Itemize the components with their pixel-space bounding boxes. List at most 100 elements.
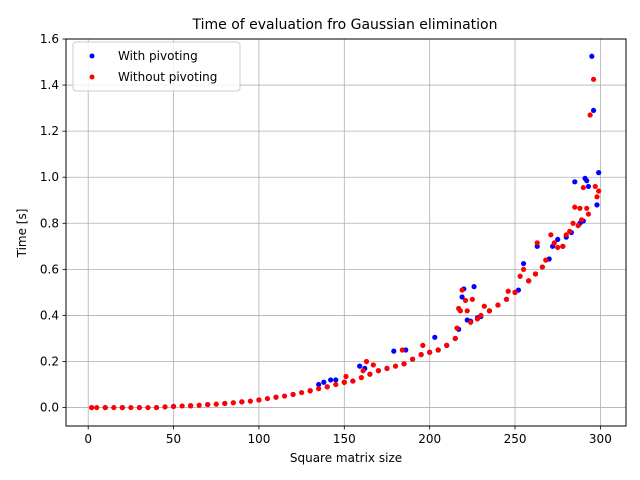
data-point xyxy=(572,204,578,210)
y-tick-label: 1.0 xyxy=(40,170,59,184)
data-point xyxy=(474,316,481,322)
data-point xyxy=(532,271,539,277)
y-tick-label: 1.6 xyxy=(40,32,59,46)
data-point xyxy=(551,240,557,246)
data-point xyxy=(590,76,597,82)
data-point xyxy=(575,222,581,229)
data-point xyxy=(563,232,569,238)
data-point xyxy=(247,398,253,404)
data-point xyxy=(281,393,288,399)
data-point xyxy=(324,384,330,390)
data-point xyxy=(343,373,349,380)
data-point xyxy=(457,308,463,314)
data-point xyxy=(418,351,424,358)
x-tick-label: 50 xyxy=(166,432,181,446)
data-point xyxy=(596,170,602,176)
data-point xyxy=(584,205,590,211)
data-point xyxy=(585,183,592,190)
data-point xyxy=(321,379,327,385)
data-point xyxy=(526,278,532,284)
y-tick-label: 0.8 xyxy=(40,216,59,230)
y-axis-title: Time [s] xyxy=(15,209,29,259)
data-point xyxy=(512,289,518,295)
y-tick-label: 0.0 xyxy=(40,401,59,415)
data-point xyxy=(486,308,493,314)
y-tick-label: 0.6 xyxy=(40,262,59,276)
data-point xyxy=(222,400,228,407)
plot-frame xyxy=(65,38,627,427)
data-point xyxy=(577,205,583,211)
data-point xyxy=(520,260,527,267)
x-tick-label: 300 xyxy=(589,432,612,446)
data-point xyxy=(548,232,554,238)
data-point xyxy=(570,220,576,226)
data-point xyxy=(392,363,399,369)
x-axis-title: Square matrix size xyxy=(290,451,402,465)
data-point xyxy=(503,296,510,302)
data-point xyxy=(584,178,590,184)
data-point xyxy=(580,184,586,191)
data-points xyxy=(89,53,602,411)
data-point xyxy=(454,325,460,331)
data-point xyxy=(596,188,602,194)
data-point xyxy=(357,363,363,369)
data-point xyxy=(469,296,475,302)
data-point xyxy=(102,404,108,411)
legend-marker-with-pivoting xyxy=(89,53,95,59)
data-point xyxy=(517,273,523,279)
data-point xyxy=(328,377,334,383)
x-tick-label: 250 xyxy=(504,432,527,446)
data-point xyxy=(495,302,501,308)
data-point xyxy=(555,236,561,243)
data-point xyxy=(534,240,540,246)
data-point xyxy=(420,342,426,348)
y-tick-label: 1.2 xyxy=(40,124,59,138)
data-point xyxy=(560,243,566,249)
data-point xyxy=(316,386,322,392)
y-axis: 0.0 0.2 0.4 0.6 0.8 1.0 1.2 1.4 1.6 xyxy=(40,32,66,415)
data-point xyxy=(333,381,339,388)
data-point xyxy=(579,217,585,223)
x-tick-label: 150 xyxy=(333,432,356,446)
data-point xyxy=(111,404,117,411)
data-point xyxy=(153,404,160,411)
data-point xyxy=(375,368,382,374)
data-point xyxy=(452,335,458,342)
data-point xyxy=(128,404,134,411)
data-point xyxy=(555,244,561,251)
data-point xyxy=(299,389,305,396)
x-tick-label: 0 xyxy=(84,432,92,446)
data-point xyxy=(136,404,143,411)
data-point xyxy=(464,308,470,314)
data-point xyxy=(145,404,151,411)
legend-label-without-pivoting: Without pivoting xyxy=(118,70,217,84)
data-point xyxy=(572,179,578,185)
data-point xyxy=(307,388,313,394)
data-point xyxy=(594,194,600,200)
y-tick-label: 1.4 xyxy=(40,78,59,92)
data-point xyxy=(478,312,484,319)
grid xyxy=(66,38,626,426)
data-point xyxy=(119,404,125,411)
data-point xyxy=(462,297,469,304)
data-point xyxy=(444,342,450,348)
data-point xyxy=(384,365,390,372)
data-point xyxy=(230,400,236,406)
data-point xyxy=(94,404,100,411)
data-point xyxy=(89,404,95,411)
data-point xyxy=(370,362,376,368)
legend: With pivoting Without pivoting xyxy=(72,41,241,92)
data-point xyxy=(505,288,511,294)
data-point xyxy=(213,401,219,407)
data-point xyxy=(567,228,573,234)
legend-label-with-pivoting: With pivoting xyxy=(118,49,198,63)
data-point xyxy=(585,211,592,217)
data-point xyxy=(316,381,322,388)
data-point xyxy=(333,377,339,383)
y-tick-label: 0.4 xyxy=(40,308,59,322)
data-point xyxy=(350,378,356,384)
data-point xyxy=(592,183,598,190)
data-point xyxy=(188,403,194,409)
data-point xyxy=(399,347,405,353)
